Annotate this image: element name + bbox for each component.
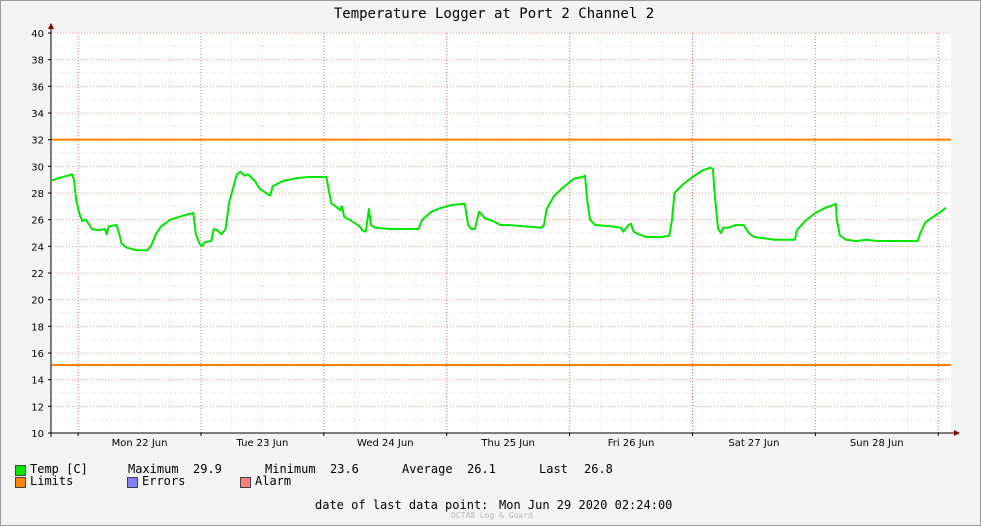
y-tick-label: 38	[31, 56, 44, 67]
y-axis-arrow	[48, 23, 54, 29]
y-tick-label: 18	[31, 322, 44, 333]
y-tick-label: 40	[31, 29, 44, 40]
series-line-temp	[50, 166, 947, 252]
stat-min-label: Minimum	[265, 462, 316, 476]
legend-label-errors: Errors	[142, 474, 186, 488]
y-tick-label: 32	[31, 136, 44, 147]
x-tick-label: Tue 23 Jun	[236, 438, 289, 449]
stat-last-label: Last	[539, 462, 568, 476]
x-tick-label: Fri 26 Jun	[608, 438, 655, 449]
legend-swatch-temp	[15, 465, 26, 476]
grid-lines	[51, 32, 951, 434]
y-tick-label: 20	[31, 296, 44, 307]
y-tick-label: 12	[31, 402, 44, 413]
x-tick-label: Mon 22 Jun	[112, 438, 168, 449]
x-axis-arrow	[954, 430, 960, 436]
limit-lines	[52, 138, 951, 366]
x-tick-label: Thu 25 Jun	[480, 438, 535, 449]
last-data-value: Mon Jun 29 2020 02:24:00	[499, 498, 673, 512]
legend-label-alarm: Alarm	[255, 474, 292, 488]
legend-swatch-alarm	[240, 477, 251, 488]
y-tick-label: 14	[31, 376, 44, 387]
y-tick-label: 22	[31, 269, 44, 280]
legend-label-limits: Limits	[30, 474, 74, 488]
stat-max-label: Maximum	[128, 462, 179, 476]
chart-title: Temperature Logger at Port 2 Channel 2	[334, 6, 654, 22]
x-tick-label: Sat 27 Jun	[728, 438, 779, 449]
y-tick-label: 30	[31, 162, 44, 173]
y-tick-label: 16	[31, 349, 44, 360]
stat-max-value: 29.9	[193, 462, 222, 476]
last-data-label: date of last data point:	[315, 498, 489, 512]
y-tick-label: 34	[31, 109, 44, 120]
legend-swatch-limits	[15, 477, 26, 488]
x-tick-label: Sun 28 Jun	[850, 438, 904, 449]
stat-avg-value: 26.1	[467, 462, 496, 476]
watermark: OCTA8 Log & Guard	[451, 511, 533, 520]
y-tick-label: 36	[31, 82, 44, 93]
series-group	[50, 166, 947, 252]
stat-last-value: 26.8	[584, 462, 613, 476]
y-tick-label: 26	[31, 216, 44, 227]
y-tick-label: 28	[31, 189, 44, 200]
legend-label-temp: Temp [C]	[30, 462, 88, 476]
x-tick-label: Wed 24 Jun	[357, 438, 414, 449]
y-tick-label: 10	[31, 429, 44, 440]
y-tick-label: 24	[31, 242, 44, 253]
tick-labels: 10 12 14 16 18 20 22 24 26 28 30 32 34 36 38 40 Mon 22 J…	[31, 29, 939, 449]
legend-swatch-errors	[127, 477, 138, 488]
stat-avg-label: Average	[402, 462, 453, 476]
stat-min-value: 23.6	[330, 462, 359, 476]
